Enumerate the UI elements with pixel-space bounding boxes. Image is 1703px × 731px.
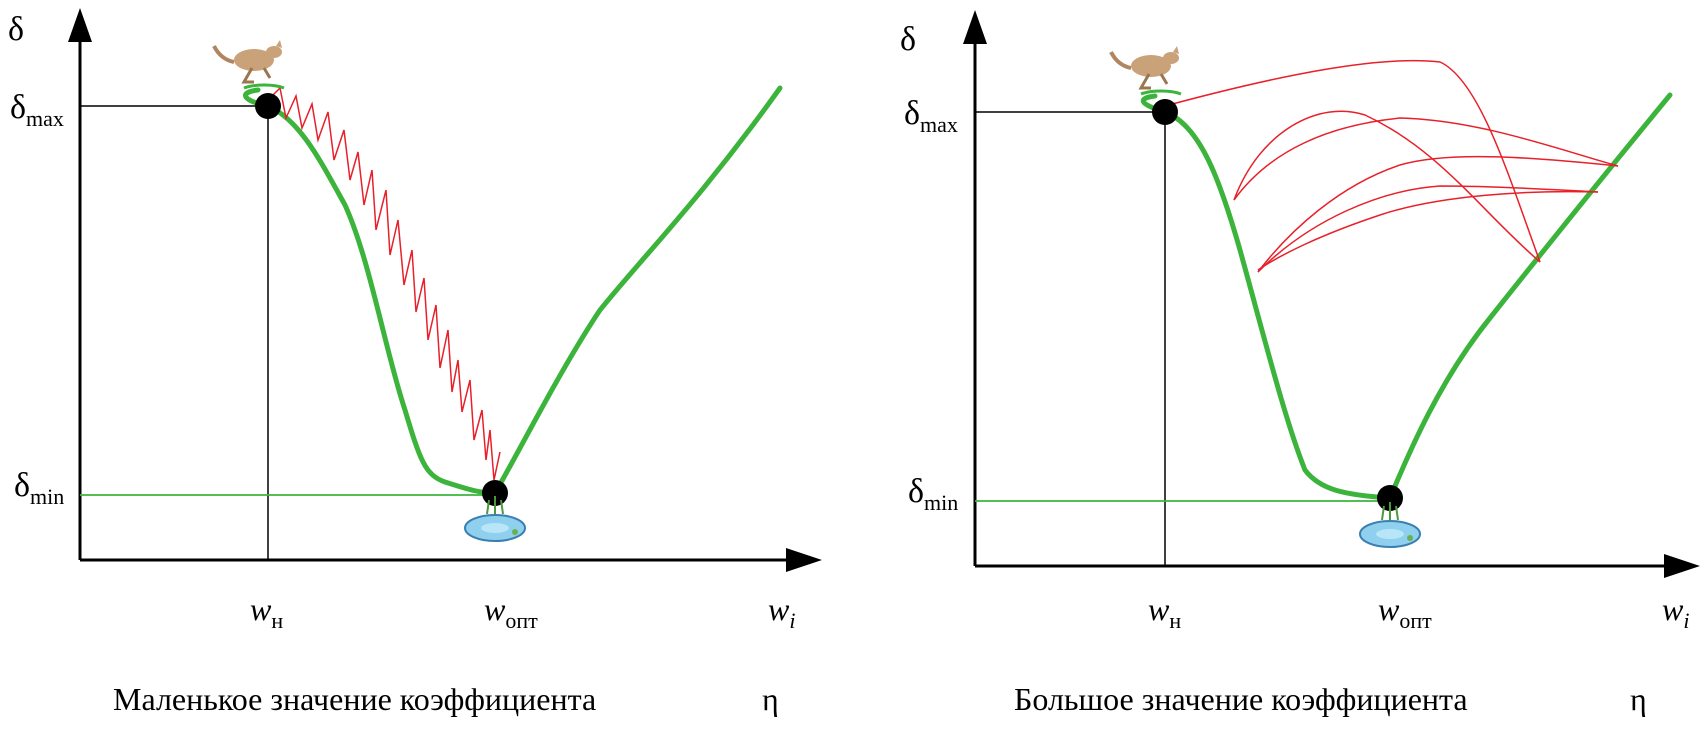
pond-icon — [1359, 502, 1421, 548]
delta-max-label: δmax — [10, 89, 64, 131]
error-curve — [1141, 92, 1673, 501]
start-point — [255, 93, 281, 119]
w-start-label: wн — [1148, 591, 1181, 633]
step-3 — [1233, 117, 1619, 201]
y-axis-arrow — [68, 8, 92, 42]
caption-eta: η — [762, 681, 779, 717]
step-5 — [1257, 185, 1599, 273]
step-6 — [1257, 190, 1599, 271]
optimum-point — [1377, 485, 1403, 511]
step-1 — [1164, 59, 1541, 263]
w-opt-label: wопт — [484, 591, 538, 633]
w-axis-label: wi — [1662, 591, 1689, 633]
w-axis-label: wi — [768, 591, 795, 633]
x-axis-arrow — [1664, 554, 1700, 578]
caption: Маленькое значение коэффициента — [113, 681, 596, 717]
w-start-label: wн — [250, 591, 283, 633]
delta-max-label: δmax — [904, 95, 958, 137]
step-2 — [1233, 110, 1541, 263]
delta-min-label: δmin — [908, 473, 958, 515]
kangaroo-icon — [1109, 46, 1182, 96]
w-opt-label: wопт — [1378, 591, 1432, 633]
kangaroo-icon — [212, 40, 285, 90]
optimum-point — [482, 480, 508, 506]
pond-icon — [464, 496, 526, 542]
delta-min-label: δmin — [14, 467, 64, 509]
caption: Большое значение коэффициента — [1014, 681, 1468, 717]
step-4 — [1257, 155, 1619, 273]
caption-eta: η — [1630, 681, 1647, 717]
y-axis-label: δ — [900, 21, 916, 58]
x-axis-arrow — [786, 548, 822, 572]
gradient-steps-zigzag — [267, 86, 501, 481]
y-axis-label: δ — [8, 11, 24, 48]
y-axis-arrow — [963, 10, 987, 44]
panel-small-eta: δ δmax δmin wн wопт wi Маленькое значени… — [8, 8, 822, 717]
gradient-steps-overshoot — [1164, 59, 1619, 273]
start-point — [1152, 99, 1178, 125]
panel-large-eta: δ δmax δmin wн wопт wi Большое значение … — [900, 10, 1700, 717]
error-curve — [243, 85, 783, 496]
